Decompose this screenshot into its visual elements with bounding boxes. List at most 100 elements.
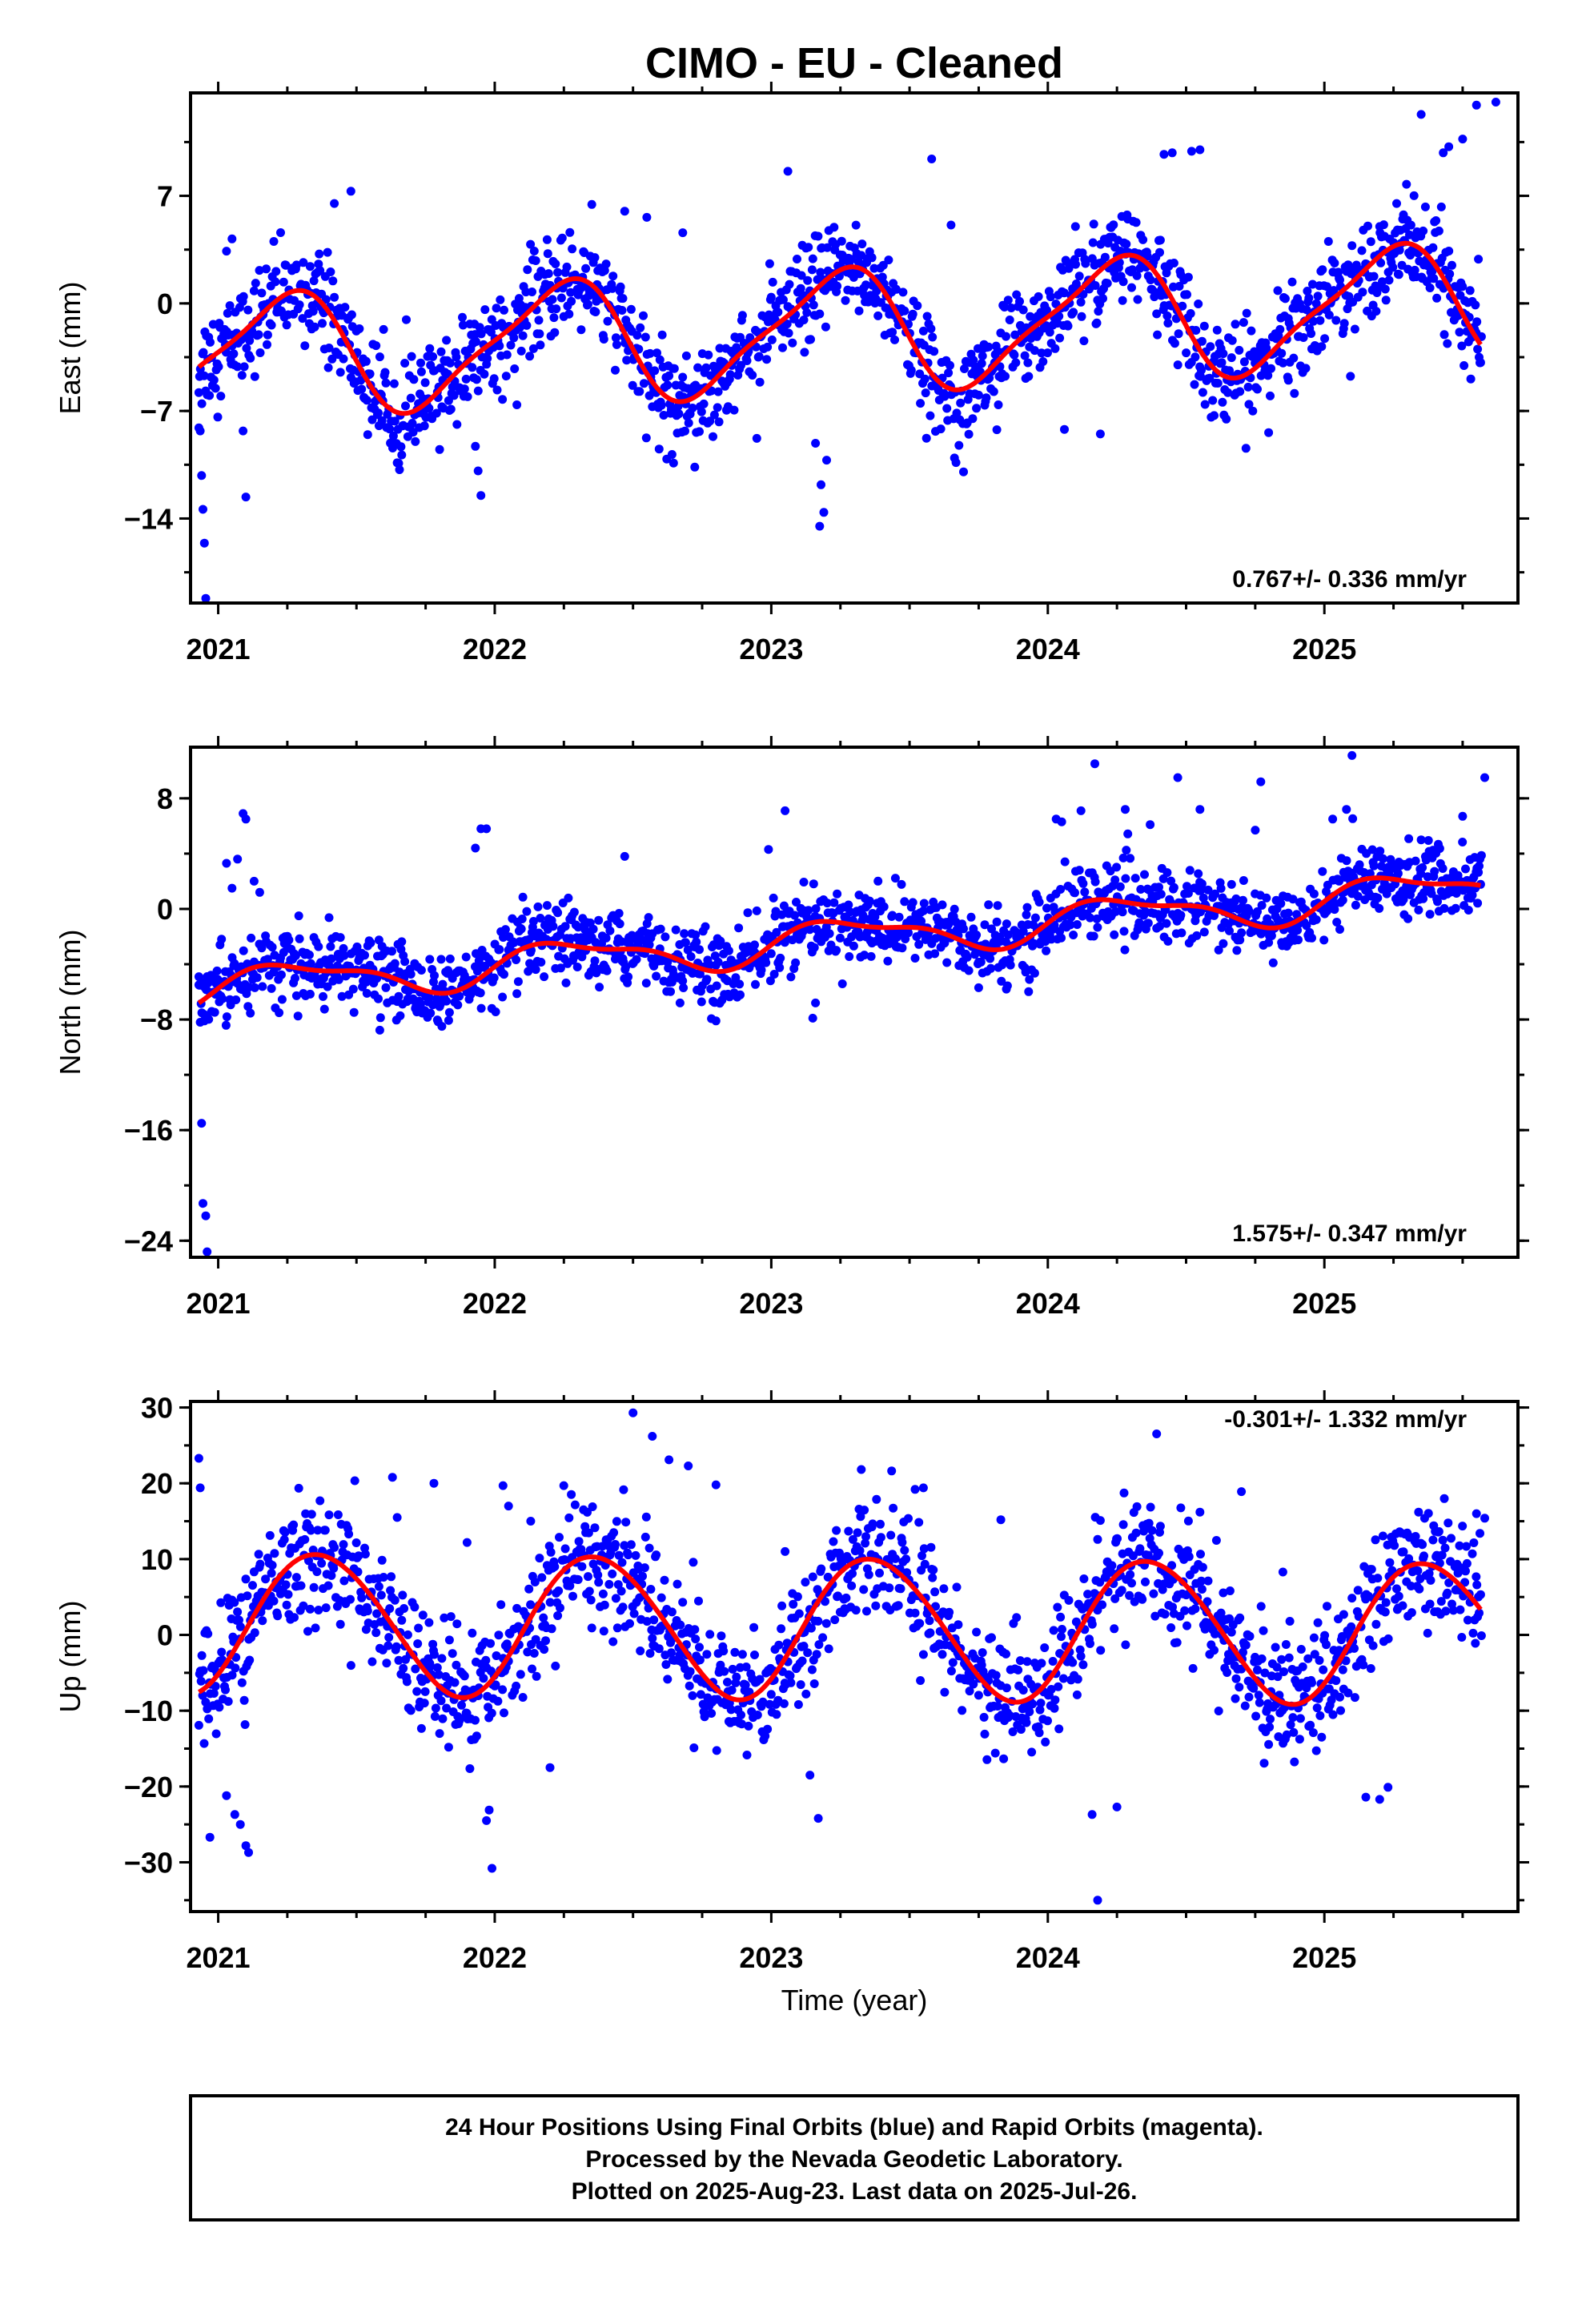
outlier-point — [628, 1408, 638, 1417]
data-point — [649, 1615, 659, 1625]
data-point — [618, 1602, 628, 1612]
data-point — [471, 1715, 480, 1725]
data-point — [491, 1007, 500, 1016]
data-point — [1150, 1611, 1160, 1621]
data-point — [590, 1523, 600, 1533]
data-point — [968, 414, 978, 424]
data-point — [315, 1496, 325, 1506]
data-point — [500, 1708, 508, 1718]
data-point — [437, 1022, 447, 1031]
data-point — [339, 354, 348, 364]
data-point — [304, 1556, 313, 1566]
data-point — [211, 384, 220, 393]
data-point — [1134, 918, 1144, 927]
data-point — [346, 1594, 355, 1604]
data-point — [223, 1697, 233, 1707]
outlier-point — [996, 1515, 1006, 1525]
data-point — [1411, 1532, 1420, 1541]
data-point — [847, 1581, 857, 1590]
data-point — [330, 292, 339, 302]
data-point — [1191, 1604, 1200, 1614]
data-point — [1315, 1711, 1325, 1720]
outlier-point — [1439, 148, 1448, 158]
data-point — [1322, 1640, 1331, 1650]
data-point — [980, 920, 990, 930]
data-point — [599, 1626, 608, 1636]
data-point — [680, 929, 689, 939]
data-point — [275, 1008, 284, 1018]
data-point — [1304, 293, 1314, 303]
data-point — [323, 247, 332, 257]
data-point — [1312, 1703, 1322, 1713]
data-point — [1472, 1572, 1481, 1582]
data-point — [1476, 1529, 1484, 1538]
outlier-point — [484, 1805, 494, 1815]
data-point — [987, 924, 996, 934]
data-point — [569, 907, 579, 917]
data-point — [324, 344, 334, 352]
data-point — [1216, 1608, 1226, 1618]
outlier-point — [1283, 376, 1293, 385]
data-point — [541, 1636, 550, 1646]
data-point — [866, 951, 876, 961]
data-point — [562, 262, 572, 271]
data-point — [1210, 1646, 1219, 1655]
data-point — [773, 308, 783, 317]
data-point — [1323, 1602, 1331, 1611]
data-point — [216, 1598, 226, 1607]
data-point — [1394, 270, 1403, 279]
data-point — [416, 999, 425, 1009]
data-point — [761, 958, 771, 967]
data-point — [1390, 1541, 1399, 1550]
data-point — [611, 333, 620, 343]
data-point — [891, 284, 901, 294]
outlier-point — [1070, 222, 1080, 231]
data-point — [1350, 1643, 1359, 1653]
data-point — [1331, 316, 1341, 325]
data-point — [793, 1700, 803, 1709]
outlier-point — [1121, 805, 1130, 814]
data-point — [340, 303, 350, 312]
outlier-point — [235, 1819, 245, 1829]
data-point — [989, 387, 998, 396]
data-point — [1468, 1549, 1477, 1558]
data-point — [270, 1549, 279, 1558]
data-point — [1235, 1613, 1245, 1622]
data-point — [1022, 903, 1032, 912]
data-point — [303, 1626, 312, 1636]
data-point — [263, 340, 271, 349]
data-point — [709, 410, 719, 420]
data-point — [309, 1582, 319, 1592]
data-point — [837, 979, 847, 988]
data-point — [512, 1603, 522, 1613]
data-point — [539, 1613, 548, 1622]
data-point — [1169, 259, 1178, 267]
data-point — [324, 1510, 334, 1520]
data-point — [962, 952, 972, 962]
data-point — [390, 416, 400, 426]
data-point — [857, 1465, 866, 1474]
data-point — [1469, 1538, 1479, 1547]
outlier-point — [239, 426, 248, 436]
data-point — [1320, 334, 1330, 344]
data-point — [311, 1623, 320, 1633]
data-point — [913, 301, 922, 311]
data-point — [225, 301, 235, 311]
data-point — [1423, 1628, 1432, 1638]
data-point — [704, 350, 713, 360]
x-tick-label: 2022 — [463, 1941, 527, 1974]
data-point — [778, 343, 787, 352]
data-point — [622, 356, 632, 365]
data-point — [942, 958, 952, 967]
data-point — [476, 1003, 486, 1013]
data-point — [1011, 358, 1021, 368]
data-point — [298, 314, 307, 324]
data-point — [380, 368, 390, 377]
data-point — [452, 1619, 462, 1629]
data-point — [766, 292, 776, 302]
data-point — [381, 378, 391, 388]
data-point — [801, 1578, 810, 1587]
data-point — [320, 1526, 330, 1535]
data-point — [432, 408, 441, 418]
data-point — [1126, 1570, 1135, 1579]
